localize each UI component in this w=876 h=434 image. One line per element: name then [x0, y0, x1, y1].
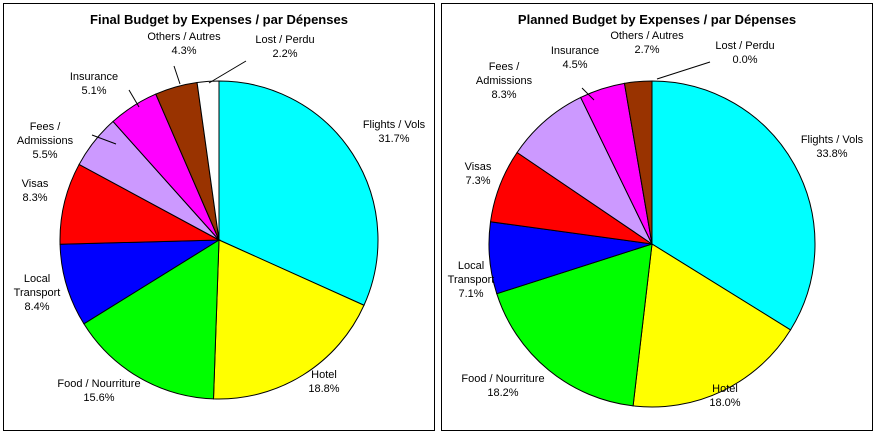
slice-label-local-transport: Local Transport 8.4%: [14, 273, 61, 313]
slice-label-visas: Visas 8.3%: [22, 178, 49, 204]
pie-slice-flights-vols: [218, 80, 379, 306]
pie-slice-lost-perdu: [196, 80, 220, 241]
pie-slice-hotel: [212, 239, 365, 400]
slice-label-lost-perdu: Lost / Perdu 2.2%: [255, 34, 314, 60]
slice-label-hotel: Hotel 18.0%: [709, 383, 740, 409]
slice-label-fees-admissions: Fees / Admissions 5.5%: [17, 121, 74, 161]
pie-slice-flights-vols: [651, 80, 816, 331]
final-budget-chart: Final Budget by Expenses / par Dépenses …: [3, 3, 435, 431]
leader-line-insurance: [128, 89, 140, 108]
planned-budget-pie: Flights / Vols 33.8% Hotel 18.0% Food / Nour…: [448, 30, 864, 409]
slice-label-visas: Visas 7.3%: [465, 161, 492, 187]
leader-line-insurance: [581, 87, 595, 101]
slice-label-lost-perdu: Lost / Perdu 0.0%: [715, 40, 774, 66]
leader-line-fees-admissions: [91, 134, 117, 145]
slice-label-food-nourriture: Food / Nourriture 15.6%: [57, 378, 140, 404]
chart-title: Planned Budget by Expenses / par Dépense…: [517, 12, 797, 27]
slice-label-flights-vols: Flights / Vols 31.7%: [363, 119, 426, 145]
slice-label-insurance: Insurance 5.1%: [70, 71, 118, 97]
pie-slice-hotel: [632, 243, 792, 408]
slice-label-others-autres: Others / Autres 2.7%: [610, 30, 684, 56]
pie-slice-others-autres: [623, 80, 653, 245]
chart-title: Final Budget by Expenses / par Dépenses: [90, 12, 348, 27]
planned-budget-chart: Planned Budget by Expenses / par Dépense…: [441, 3, 873, 431]
leader-line-lost-perdu: [656, 61, 711, 80]
leader-line-others-autres: [173, 65, 181, 85]
final-budget-pie: Flights / Vols 31.7% Hotel 18.8% Food / Nour…: [14, 31, 426, 404]
pie-slice-food-nourriture: [496, 243, 653, 407]
slice-label-fees-admissions: Fees / Admissions 8.3%: [476, 61, 533, 101]
slice-label-food-nourriture: Food / Nourriture 18.2%: [461, 373, 544, 399]
slice-label-hotel: Hotel 18.8%: [308, 369, 339, 395]
pie-slice-food-nourriture: [83, 239, 220, 400]
slice-label-insurance: Insurance 4.5%: [551, 45, 599, 71]
leader-line-lost-perdu: [208, 60, 247, 84]
slice-label-flights-vols: Flights / Vols 33.8%: [801, 134, 864, 160]
slice-label-others-autres: Others / Autres 4.3%: [147, 31, 221, 57]
slice-label-local-transport: Local Transport 7.1%: [448, 260, 495, 300]
